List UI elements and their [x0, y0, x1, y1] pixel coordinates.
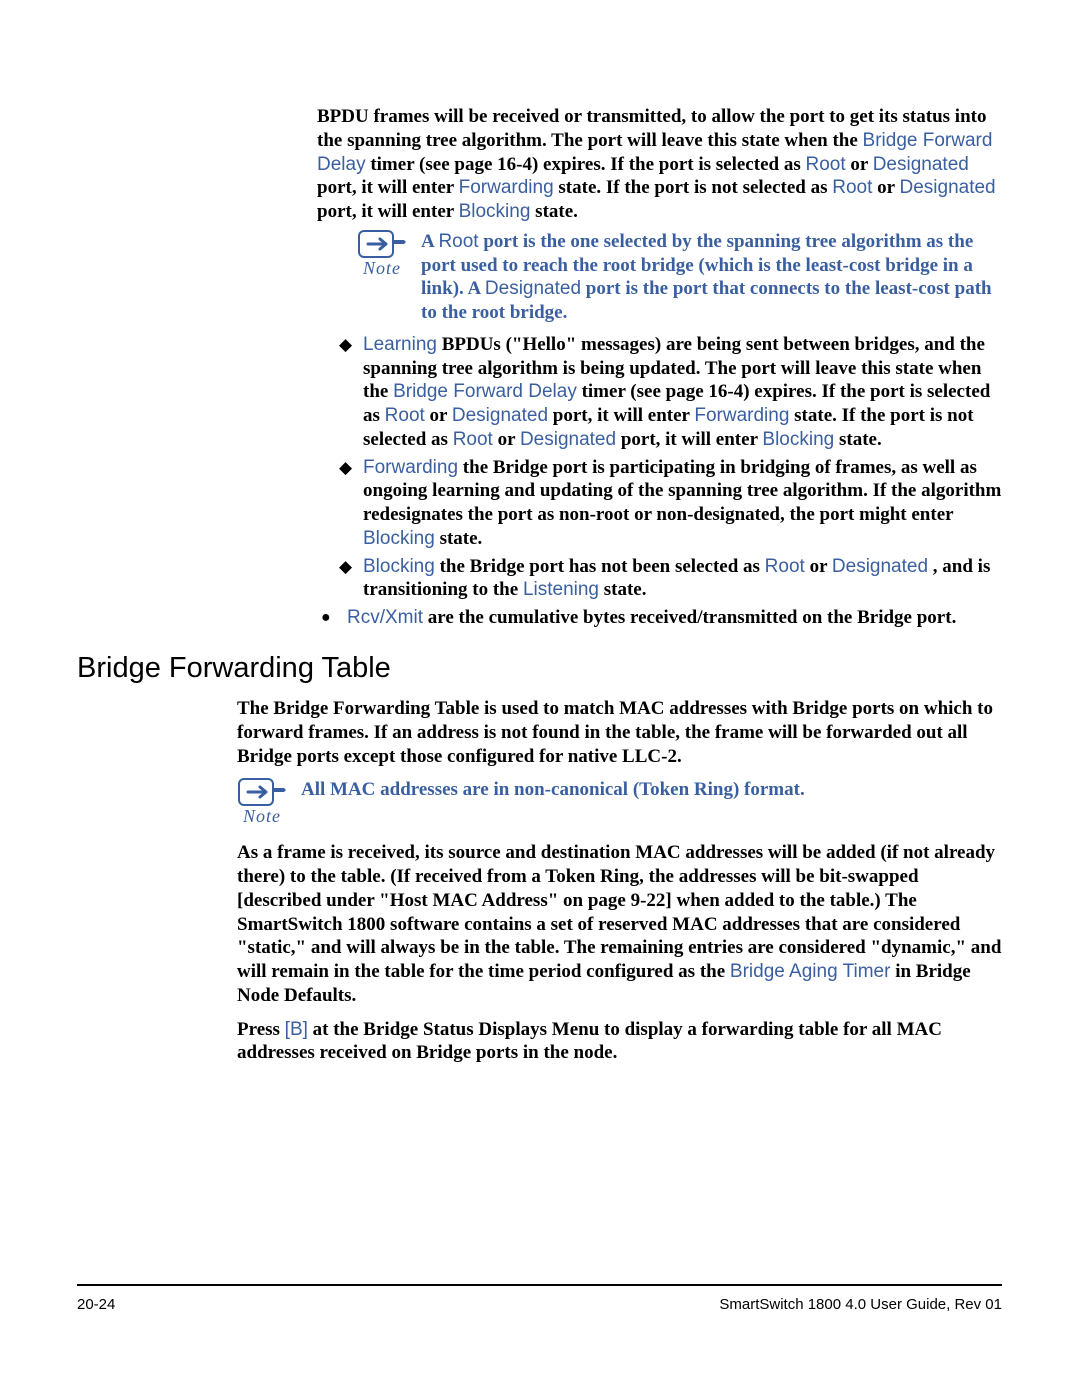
text: state. — [530, 201, 577, 222]
note-icon: Note — [237, 778, 287, 827]
doc-title: SmartSwitch 1800 4.0 User Guide, Rev 01 — [719, 1296, 1002, 1313]
term-designated: Designated — [873, 154, 969, 175]
link-bridge-forward-delay[interactable]: Bridge Forward Delay — [393, 381, 577, 402]
term-root: Root — [832, 177, 872, 198]
keycap-b: [B] — [285, 1019, 308, 1040]
page-footer: 20-24 SmartSwitch 1800 4.0 User Guide, R… — [77, 1284, 1002, 1313]
term-forwarding: Forwarding — [459, 177, 554, 198]
state-blocking: ◆ Blocking the Bridge port has not been … — [339, 555, 1002, 603]
diamond-bullet-icon: ◆ — [339, 456, 351, 551]
bft-press-paragraph: Press [B] at the Bridge Status Displays … — [237, 1018, 1002, 1066]
text: or — [872, 177, 899, 198]
term-listening: Listening — [523, 579, 599, 600]
note-label: Note — [237, 806, 287, 827]
bft-intro: The Bridge Forwarding Table is used to m… — [237, 697, 1002, 768]
note-text: All MAC addresses are in non-canonical (… — [301, 778, 805, 802]
bft-block: The Bridge Forwarding Table is used to m… — [237, 697, 1002, 1065]
note-mac-format: Note All MAC addresses are in non-canoni… — [237, 778, 1002, 827]
bpdu-paragraph: BPDU frames will be received or transmit… — [317, 105, 1002, 224]
term-learning: Learning — [363, 334, 437, 355]
text: port, it will enter — [317, 201, 459, 222]
note-root-designated: Note A Root port is the one selected by … — [357, 230, 1002, 325]
text: timer (see page 16-4) expires. If the po… — [366, 154, 806, 175]
term-root: Root — [438, 231, 478, 252]
text: state. If the port is not selected as — [554, 177, 833, 198]
intro-block: BPDU frames will be received or transmit… — [317, 105, 1002, 630]
note-icon: Note — [357, 230, 407, 279]
heading-bridge-forwarding-table: Bridge Forwarding Table — [77, 652, 1002, 685]
page-number: 20-24 — [77, 1296, 115, 1313]
term-blocking: Blocking — [459, 201, 531, 222]
diamond-bullet-icon: ◆ — [339, 555, 351, 603]
disc-bullet-icon: ● — [321, 606, 335, 630]
term-forwarding: Forwarding — [363, 457, 458, 478]
term-rcv-xmit: Rcv/Xmit — [347, 607, 423, 628]
text: port, it will enter — [317, 177, 459, 198]
note-label: Note — [357, 258, 407, 279]
state-learning: ◆ Learning BPDUs ("Hello" messages) are … — [339, 333, 1002, 452]
page-content: BPDU frames will be received or transmit… — [77, 105, 1002, 1075]
term-blocking: Blocking — [363, 556, 435, 577]
term-designated: Designated — [485, 278, 581, 299]
text: or — [846, 154, 873, 175]
note-text: A Root port is the one selected by the s… — [421, 230, 1002, 325]
state-list: ◆ Learning BPDUs ("Hello" messages) are … — [339, 333, 1002, 602]
xref-host-mac-address[interactable]: Host MAC Address — [390, 890, 548, 911]
rcv-xmit-item: ● Rcv/Xmit are the cumulative bytes rece… — [321, 606, 1002, 630]
bft-frame-paragraph: As a frame is received, its source and d… — [237, 841, 1002, 1007]
diamond-bullet-icon: ◆ — [339, 333, 351, 452]
term-root: Root — [805, 154, 845, 175]
term-designated: Designated — [900, 177, 996, 198]
term-bridge-aging-timer: Bridge Aging Timer — [730, 961, 891, 982]
state-forwarding: ◆ Forwarding the Bridge port is particip… — [339, 456, 1002, 551]
